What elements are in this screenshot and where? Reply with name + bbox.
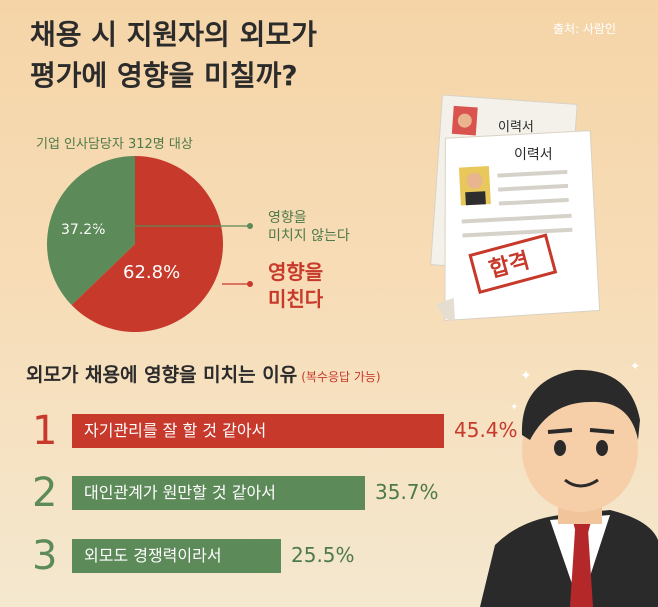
svg-text:✦: ✦ [510, 402, 518, 413]
bar-value-2: 35.7% [375, 480, 439, 504]
man-illustration: ✦ ✦ ✦ [480, 359, 658, 607]
bar-rank-1: 1 [32, 408, 58, 454]
callout-dot-affect [247, 281, 253, 287]
callout-affect-line-2: 미친다 [268, 287, 324, 311]
title-line-2: 평가에 영향을 미칠까? [30, 59, 298, 92]
bar-1: 자기관리를 잘 할 것 같아서 [72, 414, 444, 448]
resume-illustration: 이력서 이력서 합격 [430, 95, 601, 322]
resume-front-sheet [436, 130, 601, 322]
pie-slice-1 [71, 156, 223, 332]
resume-header-back: 이력서 [498, 120, 534, 135]
bar-value-3: 25.5% [291, 543, 355, 567]
callout-affect: 영향을 미친다 [268, 259, 323, 313]
pie-chart-svg [47, 156, 223, 332]
bar-value-1: 45.4% [454, 418, 518, 442]
reasons-heading-text: 외모가 채용에 영향을 미치는 이유 [26, 364, 298, 386]
source-credit: 출처: 사람인 [552, 22, 616, 36]
svg-text:✦: ✦ [630, 359, 640, 373]
callout-not-affect-line-1: 영향을 [268, 210, 307, 226]
pie-slice-2 [47, 156, 136, 306]
reasons-note: (복수응답 가능) [301, 370, 381, 384]
page-title: 채용 시 지원자의 외모가 평가에 영향을 미칠까? [30, 14, 317, 96]
bar-2: 대인관계가 원만할 것 같아서 [72, 476, 365, 510]
survey-caption: 기업 인사담당자 312명 대상 [36, 137, 193, 152]
callout-dot-not-affect [247, 223, 253, 229]
svg-text:✦: ✦ [520, 368, 532, 384]
title-line-1: 채용 시 지원자의 외모가 [30, 18, 317, 51]
pie-slice-label-affect: 62.8% [123, 262, 181, 283]
stamp [468, 233, 558, 295]
callout-not-affect-line-2: 미치지 않는다 [268, 228, 350, 244]
callout-not-affect: 영향을 미치지 않는다 [268, 209, 350, 245]
resume-header: 이력서 [514, 147, 553, 163]
callout-affect-line-1: 영향을 [268, 260, 324, 284]
bar-3: 외모도 경쟁력이라서 [72, 539, 281, 573]
reasons-heading: 외모가 채용에 영향을 미치는 이유 (복수응답 가능) [26, 360, 381, 387]
bar-rank-3: 3 [32, 533, 58, 579]
bar-rank-2: 2 [32, 470, 58, 516]
pie-chart: 37.2% 62.8% [45, 154, 225, 334]
